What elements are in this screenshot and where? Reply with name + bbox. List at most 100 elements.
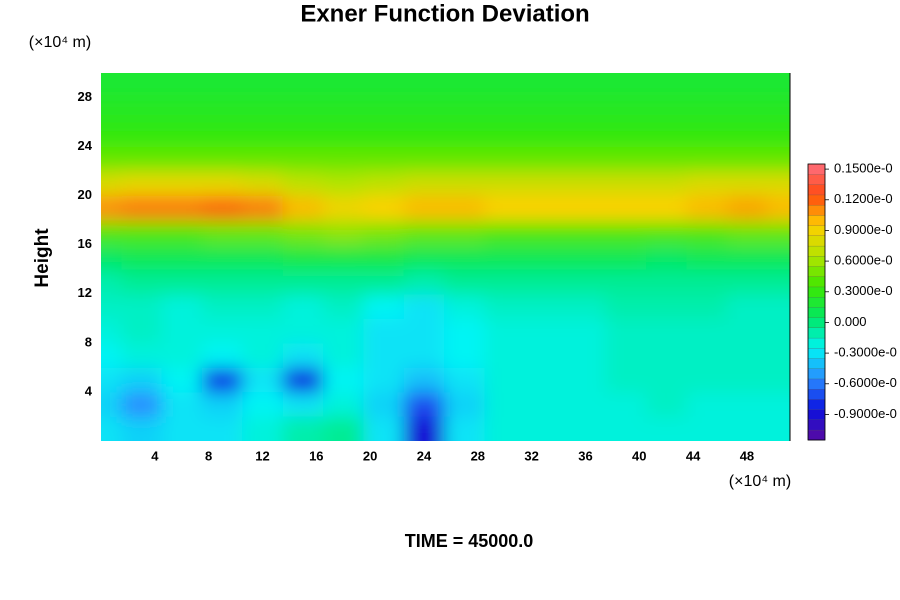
contour-cell	[565, 367, 607, 393]
contour-cell	[484, 73, 526, 99]
contour-cell	[161, 269, 203, 295]
x-tick-label: 40	[632, 448, 646, 463]
contour-cell	[726, 73, 768, 99]
contour-cell	[101, 195, 122, 221]
contour-cell	[524, 342, 566, 368]
contour-cell	[101, 293, 122, 319]
contour-cell	[242, 367, 284, 393]
contour-cell	[767, 367, 790, 393]
contour-cell	[403, 195, 445, 221]
x-tick-label: 24	[417, 448, 432, 463]
contour-cell	[726, 122, 768, 148]
contour-cell	[403, 269, 445, 295]
contour-cell	[242, 391, 284, 417]
contour-cell	[101, 269, 122, 295]
contour-cell	[363, 318, 405, 344]
contour-cell	[282, 73, 324, 99]
contour-cell	[363, 293, 405, 319]
contour-cell	[323, 220, 364, 246]
contour-cell	[363, 244, 405, 270]
contour-cell	[363, 146, 405, 172]
contour-cell	[565, 318, 607, 344]
x-tick-label: 48	[740, 448, 754, 463]
contour-cell	[605, 416, 647, 441]
contour-cell	[282, 220, 324, 246]
y-units: (×10⁴ m)	[29, 34, 91, 51]
contour-cell	[403, 73, 445, 99]
colorbar-tick-label: -0.9000e-0	[834, 406, 897, 421]
y-tick-label: 8	[85, 334, 92, 349]
contour-cell	[363, 97, 405, 123]
contour-cell	[201, 146, 243, 172]
contour-cell	[565, 391, 607, 417]
contour-cell	[444, 367, 486, 393]
colorbar-step	[807, 398, 826, 410]
contour-cell	[605, 293, 647, 319]
contour-cell	[524, 195, 566, 221]
contour-cell	[605, 97, 647, 123]
contour-cell	[646, 73, 687, 99]
contour-cell	[646, 97, 687, 123]
contour-cell	[484, 269, 526, 295]
contour-cell	[646, 416, 687, 441]
contour-cell	[484, 220, 526, 246]
contour-cell	[646, 195, 687, 221]
contour-cell	[101, 146, 122, 172]
contour-cell	[201, 171, 243, 197]
contour-cell	[363, 73, 405, 99]
x-tick-label: 12	[255, 448, 269, 463]
contour-cell	[323, 73, 364, 99]
contour-cell	[161, 244, 203, 270]
colorbar-tick-label: 0.1200e-0	[834, 191, 893, 206]
contour-cell	[686, 195, 728, 221]
contour-cell	[101, 244, 122, 270]
contour-cell	[646, 391, 687, 417]
contour-cell	[323, 195, 364, 221]
contour-cell	[524, 97, 566, 123]
x-tick-label: 4	[151, 448, 159, 463]
contour-cell	[161, 146, 203, 172]
contour-cell	[484, 244, 526, 270]
contour-cell	[726, 97, 768, 123]
y-tick-label: 16	[78, 236, 92, 251]
contour-cell	[565, 97, 607, 123]
contour-cell	[282, 146, 324, 172]
contour-cell	[363, 122, 405, 148]
colorbar: 0.1500e-0 0.1200e-0 0.9000e-0 0.6000e-0 0.30…	[807, 161, 897, 441]
contour-cell	[767, 146, 790, 172]
contour-cell	[605, 244, 647, 270]
contour-cell	[363, 367, 405, 393]
contour-cell	[565, 220, 607, 246]
contour-cell	[282, 293, 324, 319]
contour-cell	[646, 244, 687, 270]
contour-cell	[524, 367, 566, 393]
contour-cell	[121, 318, 163, 344]
contour-cell	[403, 122, 445, 148]
contour-cell	[121, 195, 163, 221]
contour-cell	[282, 171, 324, 197]
contour-cell	[363, 391, 405, 417]
contour-cell	[524, 171, 566, 197]
contour-cell	[686, 244, 728, 270]
contour-cell	[101, 416, 122, 441]
contour-cell	[242, 97, 284, 123]
contour-cell	[242, 122, 284, 148]
contour-cell	[242, 146, 284, 172]
contour-cell	[646, 342, 687, 368]
contour-cell	[161, 73, 203, 99]
x-tick-label: 32	[524, 448, 538, 463]
colorbar-step	[807, 163, 826, 175]
contour-cell	[403, 416, 445, 441]
contour-cell	[605, 122, 647, 148]
contour-cell	[646, 122, 687, 148]
contour-cell	[565, 416, 607, 441]
contour-cell	[524, 220, 566, 246]
contour-cell	[363, 342, 405, 368]
contour-cell	[403, 318, 445, 344]
contour-cell	[524, 293, 566, 319]
contour-cell	[484, 171, 526, 197]
contour-cell	[646, 269, 687, 295]
contour-cell	[686, 318, 728, 344]
contour-cell	[161, 195, 203, 221]
contour-cell	[323, 244, 364, 270]
